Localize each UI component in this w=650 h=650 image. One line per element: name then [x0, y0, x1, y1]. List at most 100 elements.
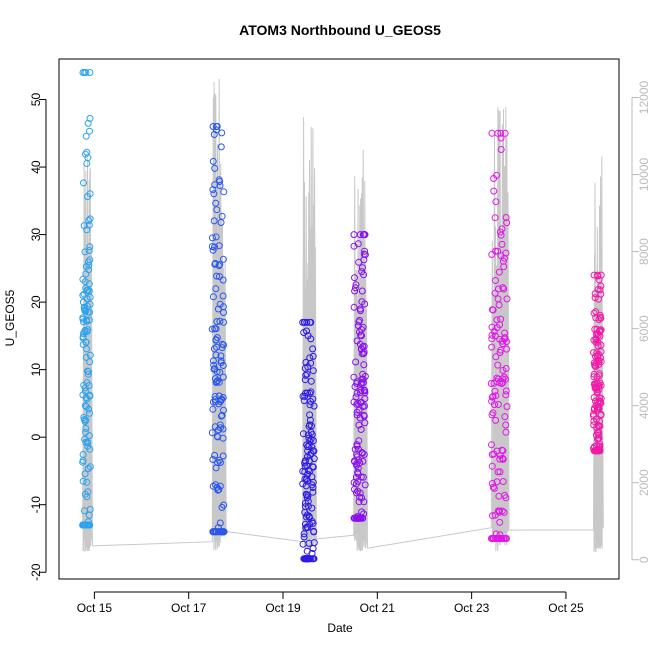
data-point	[216, 317, 224, 325]
data-point	[309, 478, 317, 486]
data-point	[215, 176, 223, 184]
data-point	[299, 540, 307, 548]
data-point	[84, 193, 91, 200]
data-point	[306, 457, 313, 465]
data-point	[500, 373, 508, 381]
data-point	[299, 430, 307, 438]
data-point	[212, 379, 220, 386]
y-tick-label: -10	[29, 496, 43, 514]
data-point	[594, 272, 602, 280]
data-point	[302, 513, 310, 521]
data-point	[488, 331, 496, 339]
data-point	[352, 358, 360, 366]
data-point	[597, 358, 605, 366]
data-point	[218, 129, 226, 137]
data-point	[215, 273, 223, 280]
data-point	[492, 416, 500, 424]
data-point	[500, 263, 508, 271]
x-tick-label: Oct 15	[77, 601, 113, 615]
data-point	[86, 463, 94, 471]
data-point	[593, 424, 601, 432]
data-point	[489, 306, 497, 314]
data-point	[493, 171, 501, 179]
data-point	[81, 418, 89, 425]
data-point	[356, 231, 364, 239]
data-point	[502, 365, 510, 372]
data-point	[491, 289, 499, 297]
data-point	[503, 219, 511, 227]
data-point	[487, 535, 495, 542]
data-point	[84, 370, 92, 378]
data-point	[299, 392, 307, 400]
data-point	[356, 493, 364, 501]
data-point	[82, 353, 90, 361]
data-point	[212, 398, 220, 406]
data-point	[502, 421, 510, 429]
data-point	[488, 323, 496, 331]
data-point	[492, 353, 500, 361]
data-point	[490, 187, 498, 195]
data-point	[501, 413, 509, 421]
data-point	[595, 295, 602, 303]
data-point	[354, 468, 362, 476]
data-point	[309, 484, 317, 491]
data-point	[496, 349, 504, 356]
data-point	[83, 345, 90, 353]
data-point	[307, 428, 315, 436]
data-point	[497, 146, 505, 153]
data-point	[79, 458, 87, 466]
data-point	[488, 441, 495, 449]
data-point	[86, 215, 94, 223]
data-point	[212, 464, 220, 472]
data-point	[215, 262, 223, 270]
data-point	[590, 349, 597, 357]
data-point	[213, 206, 221, 214]
data-point	[358, 264, 366, 272]
data-point	[593, 349, 601, 357]
y-tick-label: -20	[29, 563, 43, 581]
data-point	[500, 508, 508, 516]
y2-tick-label: 6000	[637, 315, 650, 342]
data-point	[353, 441, 361, 449]
data-point	[590, 271, 598, 279]
data-point	[211, 181, 219, 189]
data-point	[300, 530, 308, 538]
data-point	[212, 285, 220, 293]
data-point	[79, 314, 87, 322]
data-point	[209, 405, 217, 413]
data-point	[350, 231, 358, 239]
data-point	[213, 334, 221, 342]
data-point	[210, 345, 218, 353]
data-point	[353, 378, 361, 386]
data-point	[84, 439, 92, 447]
data-point	[86, 358, 94, 366]
data-point	[304, 453, 311, 461]
x-axis-label: Date	[327, 621, 353, 635]
data-point	[592, 338, 600, 346]
data-point	[355, 421, 363, 429]
data-point	[499, 375, 506, 383]
x-tick-label: Oct 21	[360, 601, 396, 615]
data-point	[488, 462, 496, 470]
y-tick-label: 40	[29, 160, 43, 174]
data-point	[216, 300, 224, 308]
data-point	[211, 243, 218, 251]
data-point	[302, 371, 310, 379]
data-point	[488, 251, 496, 258]
data-point	[84, 154, 92, 162]
altitude-trace	[82, 78, 604, 553]
data-point	[591, 362, 599, 370]
data-point	[309, 395, 317, 403]
data-point	[354, 464, 362, 472]
data-point	[499, 378, 507, 386]
data-point	[80, 381, 88, 389]
data-point	[590, 394, 598, 401]
data-point	[85, 217, 93, 224]
data-point	[85, 521, 93, 529]
data-point	[501, 129, 509, 137]
data-point	[592, 415, 600, 423]
data-point	[591, 290, 599, 298]
data-point	[213, 272, 221, 280]
data-point	[591, 447, 599, 455]
